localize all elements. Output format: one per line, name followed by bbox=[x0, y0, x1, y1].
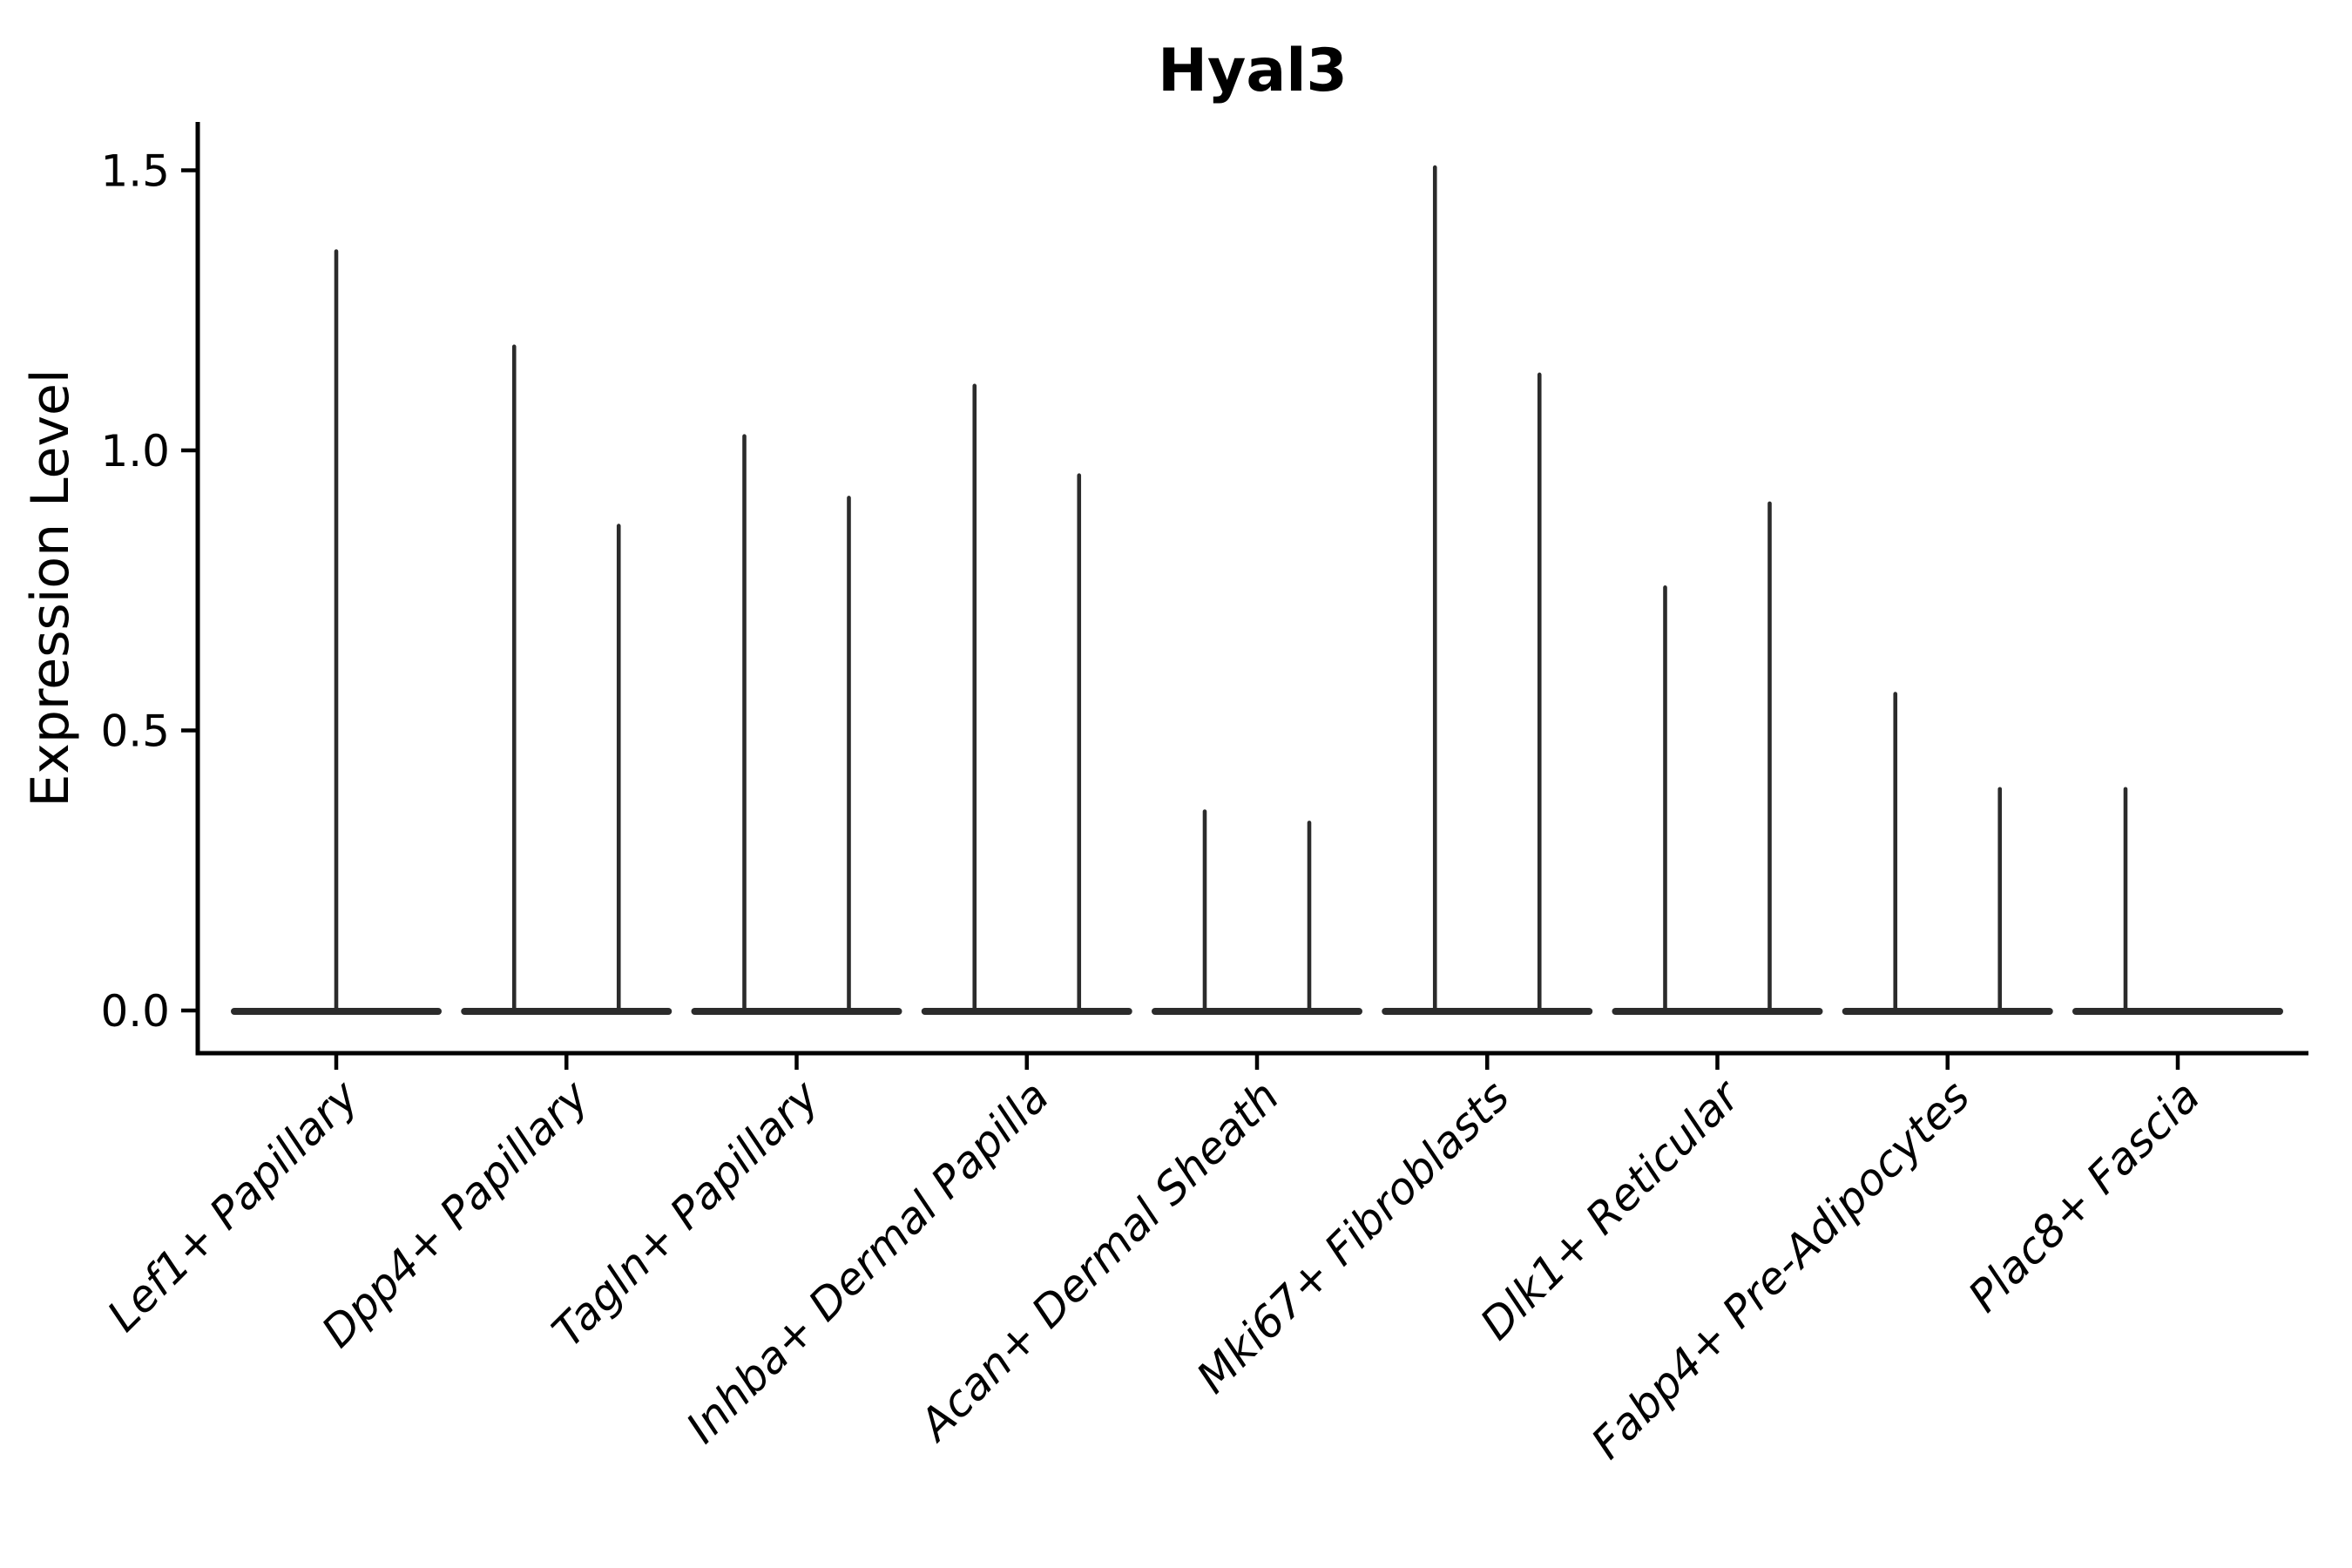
y-tick-label: 1.5 bbox=[100, 146, 170, 197]
y-tick-label: 0.5 bbox=[100, 706, 170, 757]
x-category-label: Inhba+ Dermal Papilla bbox=[677, 1071, 1058, 1452]
y-tick-label: 1.0 bbox=[100, 426, 170, 476]
x-category-label: Fabp4+ Pre-Adipocytes bbox=[1582, 1071, 1980, 1469]
y-tick-label: 0.0 bbox=[100, 986, 170, 1037]
x-category-label: Plac8+ Fascia bbox=[1959, 1071, 2210, 1321]
x-category-label: Lef1+ Papillary bbox=[98, 1070, 368, 1341]
chart-title: Hyal3 bbox=[1158, 37, 1348, 105]
y-axis-label: Expression Level bbox=[20, 368, 81, 807]
